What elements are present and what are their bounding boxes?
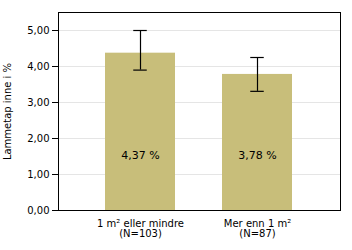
svg-text:1 m² eller mindre(N=103): 1 m² eller mindre(N=103) — [97, 218, 184, 239]
svg-text:0,00: 0,00 — [27, 205, 49, 216]
svg-text:1,00: 1,00 — [27, 169, 49, 180]
svg-text:5,00: 5,00 — [27, 25, 49, 36]
svg-text:2,00: 2,00 — [27, 133, 49, 144]
svg-text:Mer enn 1 m²(N=87): Mer enn 1 m²(N=87) — [224, 218, 291, 239]
svg-text:Lammetap inne i %: Lammetap inne i % — [2, 63, 13, 160]
svg-text:4,37 %: 4,37 % — [121, 149, 159, 162]
svg-text:3,78 %: 3,78 % — [238, 149, 276, 162]
svg-text:4,00: 4,00 — [27, 61, 49, 72]
svg-text:3,00: 3,00 — [27, 97, 49, 108]
